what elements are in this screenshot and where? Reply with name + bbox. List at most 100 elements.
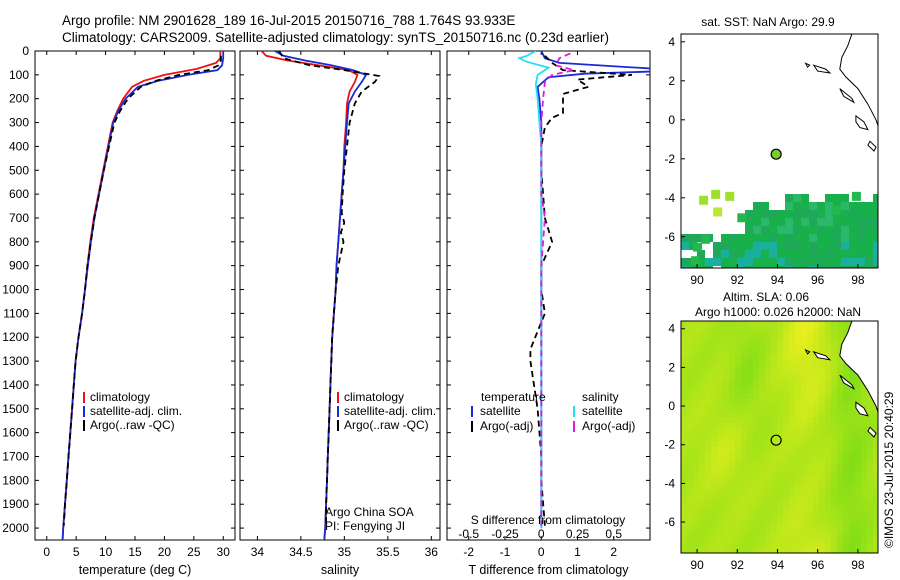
sla-map-title-line2: Argo h1000: 0.026 h2000: NaN — [695, 305, 861, 319]
x-tick-label: -1 — [500, 545, 511, 559]
x-tick-label: 0 — [538, 545, 545, 559]
s-diff-tick-label: 0.5 — [605, 527, 622, 541]
lon-tick-label: 98 — [851, 273, 865, 287]
x-tick-label: 5 — [73, 545, 80, 559]
s-diff-tick-label: 0.25 — [566, 527, 590, 541]
lon-tick-label: 90 — [690, 273, 704, 287]
map-field — [681, 34, 878, 268]
depth-tick-label: 300 — [9, 116, 29, 130]
lat-tick-label: 4 — [668, 322, 675, 336]
depth-tick-label: 2000 — [2, 521, 29, 535]
x-tick-label: 34.5 — [289, 545, 313, 559]
series-line — [529, 55, 632, 526]
lat-tick-label: -4 — [664, 191, 675, 205]
depth-tick-label: 1900 — [2, 497, 29, 511]
sla-map-title-line1: Altim. SLA: 0.06 — [723, 290, 809, 304]
plot-frame — [239, 50, 441, 541]
legend-label: climatology — [344, 390, 404, 404]
island — [804, 348, 811, 355]
depth-tick-label: 1600 — [2, 426, 29, 440]
annotation-pi: PI: Fengying JI — [325, 519, 405, 533]
temperature-panel: 0 5 10 15 20 25 300100200300400500600700800900… — [2, 44, 236, 577]
sla-map-panel: 90 92 94 96 98 4 2 0 -2 -4 -6 Altim. SLA: 0.06Argo … — [664, 290, 879, 572]
depth-tick-label: 1400 — [2, 378, 29, 392]
island — [812, 350, 832, 361]
x-axis-label: T difference from climatology — [468, 563, 629, 577]
x-tick-label: 20 — [158, 545, 172, 559]
island — [867, 426, 877, 438]
sst-map-title: sat. SST: NaN Argo: 29.9 — [701, 15, 835, 29]
x-axis-label: temperature (deg C) — [79, 563, 192, 577]
island — [839, 374, 856, 390]
lon-tick-label: 94 — [771, 273, 785, 287]
legend-label: satellite-adj. clim. — [90, 404, 182, 418]
map-frame — [680, 33, 879, 269]
x-tick-label: 2 — [610, 545, 617, 559]
island — [867, 140, 877, 152]
lat-tick-label: 2 — [668, 360, 675, 374]
legend-label: satellite — [480, 404, 521, 418]
legend-header-salinity: salinity — [582, 390, 619, 404]
argo-position-marker — [770, 434, 782, 446]
series-line — [278, 51, 381, 526]
lon-tick-label: 90 — [690, 558, 704, 572]
depth-tick-label: 1100 — [3, 306, 29, 320]
island — [855, 401, 869, 417]
x-tick-label: 25 — [187, 545, 201, 559]
coastline — [839, 34, 878, 127]
lat-tick-label: -6 — [664, 230, 675, 244]
x-axis-label: salinity — [321, 563, 360, 577]
x-tick-label: 35 — [338, 545, 352, 559]
lat-tick-label: -6 — [664, 515, 675, 529]
annotation-institution: Argo China SOA — [325, 505, 414, 519]
map-frame — [680, 320, 879, 554]
depth-tick-label: 1300 — [2, 354, 29, 368]
island — [804, 62, 811, 69]
lat-tick-label: -4 — [664, 476, 675, 490]
figure-title-line1: Argo profile: NM 2901628_189 16-Jul-2015… — [62, 13, 516, 28]
plot-frame — [446, 50, 651, 541]
series-line — [540, 52, 575, 526]
island — [855, 114, 869, 131]
depth-tick-label: 200 — [9, 92, 29, 106]
x-tick-label: 35.5 — [376, 545, 400, 559]
lat-tick-label: 0 — [668, 113, 675, 127]
depth-tick-label: 1800 — [2, 473, 29, 487]
legend-header-temperature: temperature — [481, 390, 546, 404]
figure-title-line2: Climatology: CARS2009. Satellite-adjuste… — [62, 30, 610, 45]
depth-tick-label: 1000 — [2, 283, 29, 297]
argo-position-marker — [770, 148, 782, 160]
legend-label: Argo(..raw -QC) — [344, 418, 429, 432]
depth-tick-label: 100 — [9, 68, 29, 82]
lat-tick-label: -2 — [664, 152, 675, 166]
s-diff-tick-label: 0 — [538, 527, 545, 541]
s-diff-tick-label: -0.5 — [458, 527, 479, 541]
lat-tick-label: 0 — [668, 399, 675, 413]
x-tick-label: 30 — [217, 545, 231, 559]
x-tick-label: 1 — [574, 545, 581, 559]
legend-label: Argo(..raw -QC) — [90, 418, 175, 432]
legend-label: climatology — [90, 390, 150, 404]
depth-tick-label: 800 — [9, 235, 29, 249]
depth-tick-label: 600 — [9, 187, 29, 201]
legend-label: Argo(-adj) — [582, 419, 635, 433]
sst-map-panel: 90 92 94 96 98 4 2 0 -2 -4 -6 sat. SST: NaN Argo: 2… — [664, 15, 879, 287]
depth-tick-label: 500 — [9, 163, 29, 177]
x-tick-label: 0 — [43, 545, 50, 559]
x-tick-label: -2 — [463, 545, 474, 559]
lat-tick-label: -2 — [664, 438, 675, 452]
lon-tick-label: 92 — [731, 273, 745, 287]
x-tick-label: 15 — [128, 545, 142, 559]
island — [812, 64, 832, 74]
plot-frame — [34, 50, 236, 541]
depth-tick-label: 400 — [9, 139, 29, 153]
lon-tick-label: 94 — [771, 558, 785, 572]
depth-tick-label: 900 — [9, 259, 29, 273]
depth-tick-label: 1200 — [2, 330, 29, 344]
coastline — [839, 321, 878, 413]
s-diff-tick-label: -0.25 — [491, 527, 519, 541]
depth-tick-label: 1700 — [2, 450, 29, 464]
lon-tick-label: 98 — [851, 558, 865, 572]
lat-tick-label: 2 — [668, 74, 675, 88]
